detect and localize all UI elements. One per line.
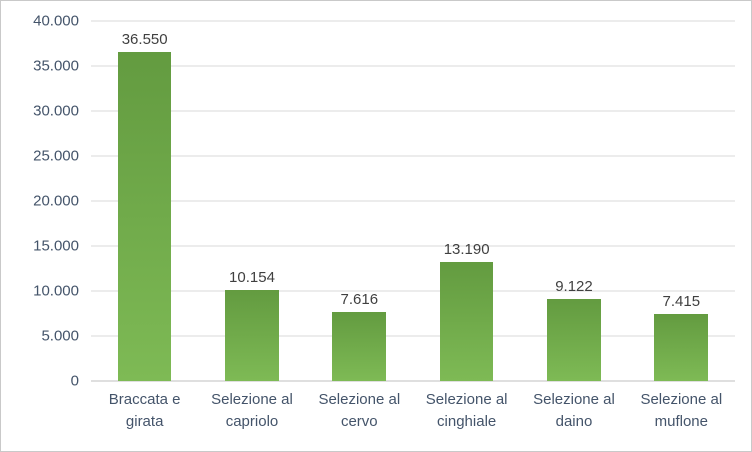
y-axis-tick-labels: 0 5.000 10.000 15.000 20.000 25.000 30.000 35.0… [1, 14, 79, 389]
bar[interactable] [654, 314, 709, 381]
bar[interactable] [117, 52, 172, 381]
bar-value-label: 7.415 [662, 293, 701, 311]
bar-column: 10.154 [198, 21, 305, 381]
bars-container: 36.550 10.154 7.616 13.190 9.122 7.415 [91, 21, 735, 381]
gridline [91, 200, 735, 202]
y-tick-label: 25.000 [33, 147, 79, 165]
bar[interactable] [332, 312, 387, 381]
bar[interactable] [225, 289, 279, 381]
y-tick-label: 0 [70, 372, 79, 390]
gridline [91, 155, 735, 157]
bar-value-label: 7.616 [340, 291, 379, 309]
y-tick-label: 15.000 [33, 237, 79, 255]
gridline [91, 245, 735, 247]
bar[interactable] [439, 262, 494, 381]
bar-column: 36.550 [91, 21, 198, 381]
bar-column: 7.415 [628, 21, 735, 381]
gridline [91, 110, 735, 112]
bar-column: 7.616 [306, 21, 413, 381]
bar-value-label: 36.550 [121, 31, 168, 49]
y-tick-label: 5.000 [41, 327, 79, 345]
y-tick-label: 10.000 [33, 282, 79, 300]
gridline [91, 290, 735, 292]
bar-value-label: 10.154 [229, 268, 275, 286]
bar[interactable] [547, 298, 601, 381]
y-tick-label: 40.000 [33, 12, 79, 30]
gridline [91, 65, 735, 67]
x-category-label: Braccata e girata [108, 391, 181, 430]
bar-value-label: 9.122 [555, 277, 593, 295]
y-tick-label: 35.000 [33, 57, 79, 75]
plot-area: 36.550 10.154 7.616 13.190 9.122 7.415 [91, 20, 735, 382]
gridline [91, 20, 735, 22]
x-category-label: Selezione al capriolo [211, 391, 293, 430]
x-category-label: Selezione al muflone [640, 391, 723, 430]
x-axis-line [91, 380, 735, 382]
y-tick-label: 20.000 [33, 192, 79, 210]
bar-value-label: 13.190 [443, 241, 490, 259]
bar-column: 13.190 [413, 21, 520, 381]
x-category-label: Selezione al cervo [318, 391, 401, 430]
x-category-label: Selezione al daino [533, 391, 615, 430]
x-category-label: Selezione al cinghiale [425, 391, 508, 430]
x-axis-category-labels: Braccata e girata Selezione al capriolo Se… [91, 389, 735, 433]
bar-column: 9.122 [520, 21, 627, 381]
y-tick-label: 30.000 [33, 102, 79, 120]
gridline [91, 335, 735, 337]
